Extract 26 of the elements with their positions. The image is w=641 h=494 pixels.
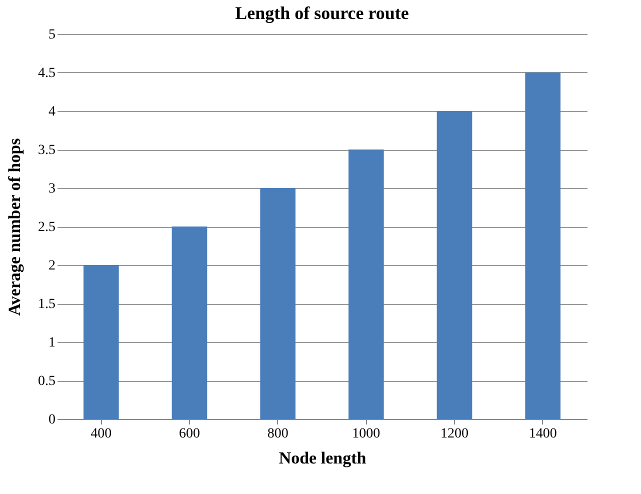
x-tick-label: 1000 xyxy=(352,426,380,442)
y-tick-label: 5 xyxy=(48,28,56,42)
y-tick-label: 4.5 xyxy=(38,66,56,81)
bar xyxy=(436,111,472,419)
x-tick-label: 1400 xyxy=(528,426,557,442)
x-tick-label: 400 xyxy=(90,426,112,442)
bar xyxy=(348,150,384,419)
bar xyxy=(172,226,208,419)
x-tick-label: 1200 xyxy=(440,426,468,442)
bar xyxy=(84,265,119,419)
bar xyxy=(260,188,296,419)
y-tick-label: 2.5 xyxy=(38,220,56,235)
y-tick-label: 3.5 xyxy=(38,143,56,158)
y-tick-label: 1.5 xyxy=(38,297,56,312)
x-tick-label: 600 xyxy=(179,426,200,442)
x-axis-title: Node length xyxy=(278,448,367,468)
y-axis-title: Average number of hops xyxy=(5,138,24,316)
y-tick-label: 4 xyxy=(48,104,56,120)
y-tick-label: 1 xyxy=(48,336,56,350)
y-tick-label: 0 xyxy=(48,412,56,428)
y-tick-label: 2 xyxy=(48,258,56,274)
bar xyxy=(525,72,560,419)
x-tick-label: 800 xyxy=(267,426,288,442)
y-tick-label: 0.5 xyxy=(38,374,56,389)
chart-title: Length of source route xyxy=(235,3,409,23)
y-tick-label: 3 xyxy=(48,182,56,196)
